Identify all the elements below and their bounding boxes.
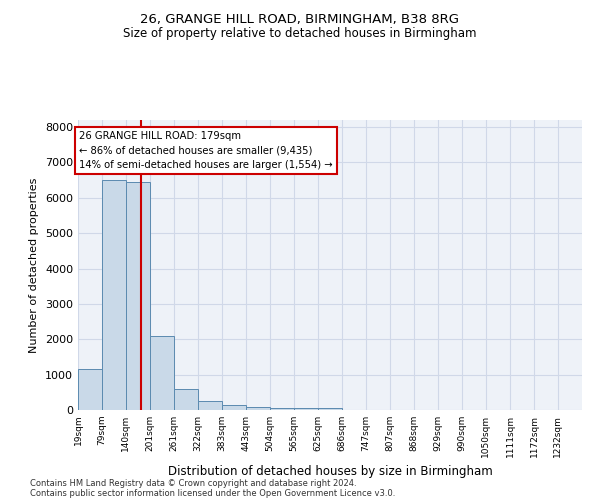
Text: Contains HM Land Registry data © Crown copyright and database right 2024.: Contains HM Land Registry data © Crown c… [30, 478, 356, 488]
Text: 26 GRANGE HILL ROAD: 179sqm
← 86% of detached houses are smaller (9,435)
14% of : 26 GRANGE HILL ROAD: 179sqm ← 86% of det… [79, 130, 333, 170]
Bar [222, 404, 246, 410]
Bar [102, 180, 126, 410]
Bar [126, 182, 150, 410]
Y-axis label: Number of detached properties: Number of detached properties [29, 178, 40, 352]
Text: Contains public sector information licensed under the Open Government Licence v3: Contains public sector information licen… [30, 488, 395, 498]
Bar [294, 408, 318, 410]
Bar [246, 407, 270, 410]
Bar [270, 408, 294, 410]
Bar [198, 401, 222, 410]
X-axis label: Distribution of detached houses by size in Birmingham: Distribution of detached houses by size … [167, 466, 493, 478]
Bar [150, 336, 174, 410]
Bar [318, 408, 342, 410]
Text: 26, GRANGE HILL ROAD, BIRMINGHAM, B38 8RG: 26, GRANGE HILL ROAD, BIRMINGHAM, B38 8R… [140, 12, 460, 26]
Text: Size of property relative to detached houses in Birmingham: Size of property relative to detached ho… [123, 28, 477, 40]
Bar [78, 370, 102, 410]
Bar [174, 389, 198, 410]
